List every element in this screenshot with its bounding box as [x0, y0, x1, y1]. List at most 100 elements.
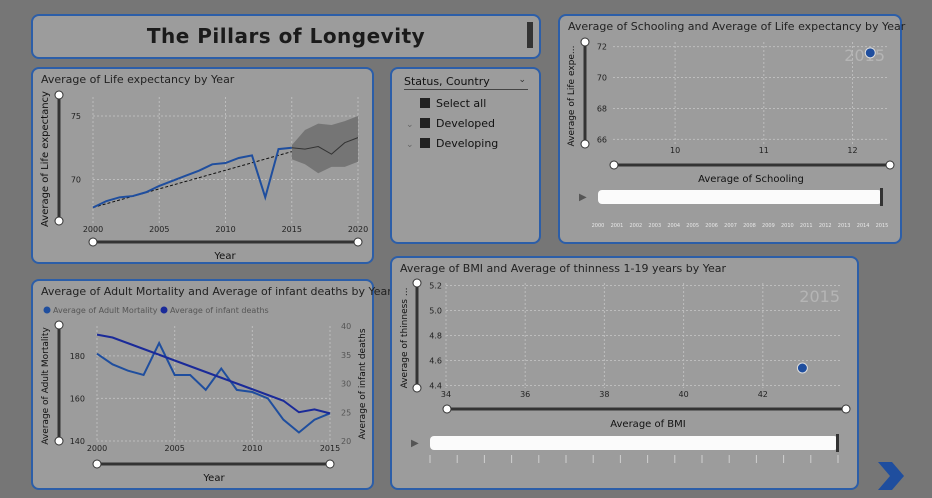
slicer-header-label: Status, Country: [404, 75, 490, 88]
mortality-chart[interactable]: Average of Adult Mortality Average of inf…: [33, 281, 372, 488]
timeline-label[interactable]: 2013: [838, 223, 851, 229]
timeline-label[interactable]: 2007: [724, 223, 737, 229]
play-axis-handle[interactable]: [880, 188, 883, 206]
data-point[interactable]: [796, 362, 808, 374]
slicer-option-label: Developed: [436, 117, 496, 130]
timeline-label[interactable]: 2006: [705, 223, 718, 229]
y-axis-title: Average of Adult Mortality: [41, 327, 51, 445]
slicer-option-developed[interactable]: ⌄ Developed: [406, 117, 495, 130]
y2-tick-label: 30: [341, 380, 351, 389]
y2-tick-label: 20: [341, 437, 351, 446]
legend-marker: [43, 306, 51, 314]
play-axis-track[interactable]: [430, 436, 838, 450]
y-tick-label: 5.2: [429, 282, 442, 291]
legend-label: Average of Adult Mortality: [53, 306, 158, 315]
x-tick-label: 38: [599, 390, 609, 399]
x-range-slider-handle-left[interactable]: [609, 160, 619, 170]
play-axis-handle[interactable]: [836, 434, 839, 452]
bmi-chart[interactable]: 4.4 4.6 4.8 5.0 5.2 34 36 38 40 42 2015 Average of …: [392, 258, 857, 488]
slicer-option-developing[interactable]: ⌄ Developing: [406, 137, 498, 150]
legend-marker: [160, 306, 168, 314]
x-tick-label: 2015: [282, 225, 302, 234]
y2-tick-label: 40: [341, 322, 351, 331]
mortality-card[interactable]: Average of Adult Mortality and Average o…: [31, 279, 392, 490]
y-tick-label: 66: [597, 135, 607, 144]
y-range-slider-handle-top[interactable]: [580, 37, 590, 47]
checkbox-icon[interactable]: [420, 98, 430, 108]
y-axis-title: Average of Life expe...: [567, 46, 577, 147]
bmi-card[interactable]: Average of BMI and Average of thinness 1…: [390, 256, 859, 490]
slicer-option-label: Select all: [436, 97, 487, 110]
timeline-label[interactable]: 2000: [592, 223, 605, 229]
y-tick-label: 72: [597, 43, 607, 52]
schooling-card[interactable]: Average of Schooling and Average of Life…: [558, 14, 905, 244]
x-range-slider-handle-right[interactable]: [885, 160, 895, 170]
x-tick-label: 2000: [87, 444, 107, 453]
timeline-label[interactable]: 2011: [800, 223, 813, 229]
timeline-label[interactable]: 2014: [857, 223, 870, 229]
dashboard-title: The Pillars of Longevity: [146, 24, 426, 48]
legend-label: Average of infant deaths: [170, 306, 269, 315]
slicer-option-label: Developing: [436, 137, 499, 150]
status-country-slicer[interactable]: Status, Country ⌄ Select all ⌄ Developed …: [390, 67, 541, 244]
x-range-slider-handle-left[interactable]: [88, 237, 98, 247]
life-expectancy-line: [92, 146, 292, 209]
life-chart-title: Average of Life expectancy by Year: [41, 73, 235, 86]
play-axis-track[interactable]: [598, 190, 882, 204]
slicer-header[interactable]: Status, Country ⌄: [404, 75, 528, 90]
play-axis-watermark: 2015: [799, 287, 840, 306]
timeline-label[interactable]: 2003: [648, 223, 661, 229]
chevron-down-icon[interactable]: ⌄: [518, 75, 526, 85]
adult-mortality-line: [96, 340, 331, 434]
timeline-label[interactable]: 2005: [686, 223, 699, 229]
next-page-icon[interactable]: [874, 458, 906, 494]
y-range-slider-handle-top[interactable]: [54, 320, 64, 330]
bmi-chart-title: Average of BMI and Average of thinness 1…: [400, 262, 727, 275]
title-accent-bar: [527, 22, 533, 48]
slicer-option-select-all[interactable]: Select all: [406, 97, 486, 110]
timeline-label[interactable]: 2001: [611, 223, 624, 229]
x-range-slider-handle-left[interactable]: [442, 404, 452, 414]
x-tick-label: 42: [758, 390, 768, 399]
infant-deaths-line: [96, 333, 331, 415]
y-range-slider-handle-bottom[interactable]: [54, 216, 64, 226]
timeline-label[interactable]: 2008: [743, 223, 756, 229]
timeline-label[interactable]: 2002: [629, 223, 642, 229]
y-range-slider-handle-top[interactable]: [412, 278, 422, 288]
y-range-slider-handle-bottom[interactable]: [412, 383, 422, 393]
play-axis-watermark: 2015: [844, 46, 885, 65]
data-point[interactable]: [864, 47, 876, 59]
play-icon[interactable]: ▶: [579, 192, 587, 203]
y-tick-label: 180: [70, 352, 85, 361]
x-tick-label: 34: [441, 390, 451, 399]
timeline-label[interactable]: 2004: [667, 223, 680, 229]
checkbox-icon[interactable]: [420, 138, 430, 148]
x-tick-label: 12: [847, 146, 857, 155]
timeline-label[interactable]: 2009: [762, 223, 775, 229]
y-range-slider-handle-bottom[interactable]: [580, 139, 590, 149]
y-range-slider-handle-bottom[interactable]: [54, 436, 64, 446]
checkbox-icon[interactable]: [420, 118, 430, 128]
chevron-expand-icon[interactable]: ⌄: [406, 140, 414, 150]
forecast-band: [291, 116, 358, 174]
x-tick-label: 10: [670, 146, 680, 155]
x-range-slider-handle-right[interactable]: [325, 459, 335, 469]
x-tick-label: 2005: [164, 444, 184, 453]
play-icon[interactable]: ▶: [411, 438, 419, 449]
x-axis-title: Average of BMI: [610, 419, 686, 430]
trend-line: [92, 151, 292, 208]
x-range-slider-handle-left[interactable]: [92, 459, 102, 469]
timeline-label[interactable]: 2015: [876, 223, 889, 229]
life-expectancy-card[interactable]: Average of Life expectancy by Year 70 75 2…: [31, 67, 374, 264]
chevron-expand-icon[interactable]: ⌄: [406, 120, 414, 130]
y-range-slider-handle-top[interactable]: [54, 90, 64, 100]
timeline-label[interactable]: 2012: [819, 223, 832, 229]
x-axis-title: Average of Schooling: [698, 174, 804, 185]
y2-axis-title: Average of infant deaths: [358, 328, 368, 439]
x-range-slider-handle-right[interactable]: [841, 404, 851, 414]
forecast-line: [291, 137, 359, 155]
timeline-label[interactable]: 2010: [781, 223, 794, 229]
schooling-chart[interactable]: 66 68 70 72 10 11 12 2015 Average of Schooling Av…: [560, 16, 900, 242]
x-range-slider-handle-right[interactable]: [353, 237, 363, 247]
